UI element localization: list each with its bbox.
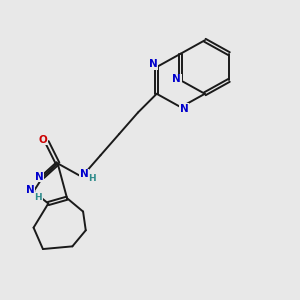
Text: N: N [172,74,181,84]
Text: N: N [180,103,188,113]
Text: O: O [39,135,47,145]
Text: N: N [149,59,158,69]
Text: H: H [34,193,42,202]
Text: N: N [26,185,35,195]
Text: N: N [80,169,88,179]
Text: N: N [34,172,43,182]
Text: H: H [88,174,96,183]
